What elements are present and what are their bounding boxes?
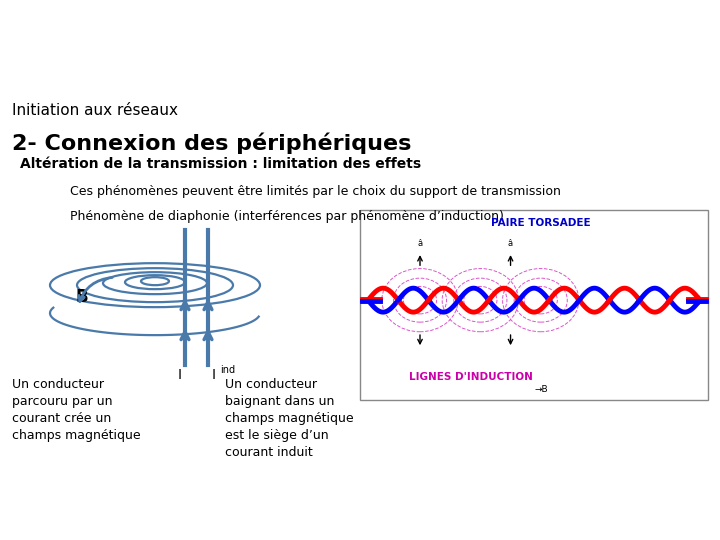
- Text: Altération de la transmission : limitation des effets: Altération de la transmission : limitati…: [20, 157, 421, 171]
- Text: â: â: [418, 239, 423, 248]
- Text: champs magnétique: champs magnétique: [12, 429, 140, 442]
- Text: ind: ind: [220, 365, 235, 375]
- Text: LIGNES D'INDUCTION: LIGNES D'INDUCTION: [410, 372, 534, 382]
- Text: est le siège d’un: est le siège d’un: [225, 429, 328, 442]
- Bar: [360, 210, 708, 400]
- Text: courant crée un: courant crée un: [12, 412, 112, 425]
- Text: ISN: ISN: [9, 14, 41, 32]
- Text: I: I: [178, 368, 182, 382]
- Text: PAIRE TORSADEE: PAIRE TORSADEE: [491, 218, 591, 228]
- Text: Informatique et Sciences du Numérique: Informatique et Sciences du Numérique: [9, 45, 411, 64]
- Text: baignant dans un: baignant dans un: [225, 395, 334, 408]
- Text: â: â: [508, 239, 513, 248]
- Text: 2- Connexion des périphériques: 2- Connexion des périphériques: [12, 132, 411, 154]
- Text: →B: →B: [534, 385, 548, 394]
- Text: Un conducteur: Un conducteur: [225, 378, 317, 391]
- Text: Initiation aux réseaux: Initiation aux réseaux: [12, 103, 178, 118]
- Text: B: B: [76, 288, 89, 306]
- Text: courant induit: courant induit: [225, 446, 312, 459]
- Text: parcouru par un: parcouru par un: [12, 395, 112, 408]
- Text: Un conducteur: Un conducteur: [12, 378, 104, 391]
- Text: I: I: [212, 368, 216, 382]
- Text: champs magnétique: champs magnétique: [225, 412, 354, 425]
- Text: Ces phénomènes peuvent être limités par le choix du support de transmission: Ces phénomènes peuvent être limités par …: [70, 185, 561, 198]
- Text: Phénomène de diaphonie (interférences par phénomène d’induction): Phénomène de diaphonie (interférences pa…: [70, 210, 504, 223]
